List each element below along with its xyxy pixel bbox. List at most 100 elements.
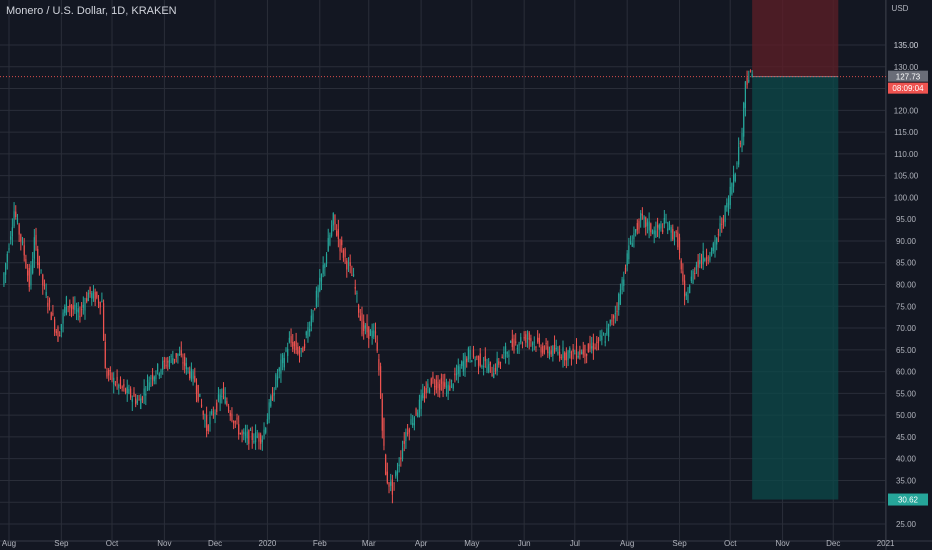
candle-body: [5, 263, 7, 275]
candle-body: [521, 342, 524, 344]
candle-body: [226, 401, 228, 406]
candle-body: [481, 366, 483, 368]
candle-body: [535, 347, 537, 348]
candle-body: [412, 423, 414, 426]
candle-body: [276, 376, 279, 381]
bar-countdown-label: 08:09:04: [892, 84, 924, 93]
candle-body: [170, 355, 172, 357]
candle-body: [234, 421, 236, 423]
candle-body: [290, 336, 292, 343]
candle-body: [646, 222, 649, 226]
candle-body: [118, 384, 120, 388]
candle-body: [531, 342, 534, 346]
candle-body: [263, 429, 265, 437]
candle-body: [437, 381, 439, 389]
candle-body: [119, 379, 122, 386]
candle-body: [584, 344, 586, 357]
candle-body: [256, 436, 258, 438]
price-axis[interactable]: 25.0030.0035.0040.0045.0050.0055.0060.00…: [888, 0, 932, 529]
candle-body: [663, 217, 665, 225]
candle-body: [432, 376, 434, 379]
candle-body: [97, 298, 100, 304]
candle-body: [469, 350, 471, 360]
candle-body: [283, 357, 285, 368]
position-tool[interactable]: [752, 0, 839, 500]
candle-body: [716, 238, 718, 245]
candle-body: [23, 245, 25, 256]
candle-body: [560, 357, 562, 359]
candle-body: [415, 408, 417, 415]
target-price-badge: [888, 493, 928, 506]
candle-body: [738, 146, 740, 165]
candle-body: [599, 335, 601, 337]
candle-body: [379, 366, 382, 399]
candle-body: [483, 365, 485, 367]
interval-label: 1D: [111, 5, 126, 17]
candle-body: [347, 262, 350, 264]
candle-body: [538, 337, 540, 344]
candle-body: [579, 350, 581, 355]
take-profit-zone: [752, 76, 839, 500]
candle-body: [195, 385, 198, 394]
price-tick-label: 25.00: [896, 520, 917, 529]
candle-body: [236, 417, 238, 420]
candle-body: [550, 350, 552, 355]
candle-body: [719, 223, 721, 230]
candle-body: [346, 260, 348, 270]
candle-body: [504, 346, 507, 357]
candle-body: [275, 374, 277, 389]
currency-label: USD: [892, 4, 909, 13]
candle-body: [594, 347, 596, 349]
candle-body: [292, 342, 294, 350]
candle-body: [214, 412, 216, 415]
time-tick-label: Nov: [775, 539, 789, 548]
candle-body: [619, 289, 622, 305]
candle-body: [695, 264, 698, 270]
candle-body: [57, 326, 59, 342]
title-separator: ,: [125, 5, 132, 17]
candle-body: [332, 213, 334, 226]
candle-body: [189, 371, 191, 379]
candle-body: [390, 481, 392, 486]
candle-body: [64, 306, 66, 313]
candle-body: [11, 227, 13, 237]
candle-body: [618, 294, 620, 310]
candle-body: [184, 356, 186, 366]
candle-body: [607, 324, 610, 337]
candle-body: [471, 360, 473, 363]
candle-body: [303, 343, 306, 349]
candle-body: [667, 228, 669, 231]
candle-body: [405, 432, 407, 441]
candle-body: [79, 315, 81, 318]
candle-body: [69, 304, 71, 308]
candle-body: [175, 353, 177, 358]
candle-body: [227, 406, 230, 412]
candle-body: [626, 253, 628, 266]
candle-body: [180, 350, 182, 356]
candle-body: [207, 425, 209, 432]
candle-body: [3, 273, 5, 285]
candle-body: [327, 238, 329, 252]
candle-body: [685, 293, 687, 296]
price-tick-label: 105.00: [894, 172, 919, 181]
candle-body: [177, 353, 179, 357]
candle-body: [572, 348, 574, 352]
candle-body: [229, 412, 231, 417]
candle-body: [633, 233, 635, 240]
candle-body: [711, 248, 713, 256]
candle-body: [172, 358, 174, 365]
candle-body: [157, 363, 159, 372]
candle-body: [35, 235, 37, 245]
candle-body: [628, 245, 630, 260]
candle-body: [555, 348, 557, 349]
price-tick-label: 65.00: [896, 346, 917, 355]
stop-loss-zone: [752, 0, 839, 77]
candle-body: [285, 349, 287, 351]
time-axis[interactable]: Aug Sep Oct Nov Dec 2020 Feb Mar Apr May Jun Jul Aug…: [2, 539, 895, 548]
candle-body: [135, 398, 137, 405]
candle-body: [653, 230, 655, 235]
candle-body: [206, 415, 208, 431]
time-tick-label: Feb: [313, 539, 327, 548]
candle-body: [498, 361, 500, 365]
